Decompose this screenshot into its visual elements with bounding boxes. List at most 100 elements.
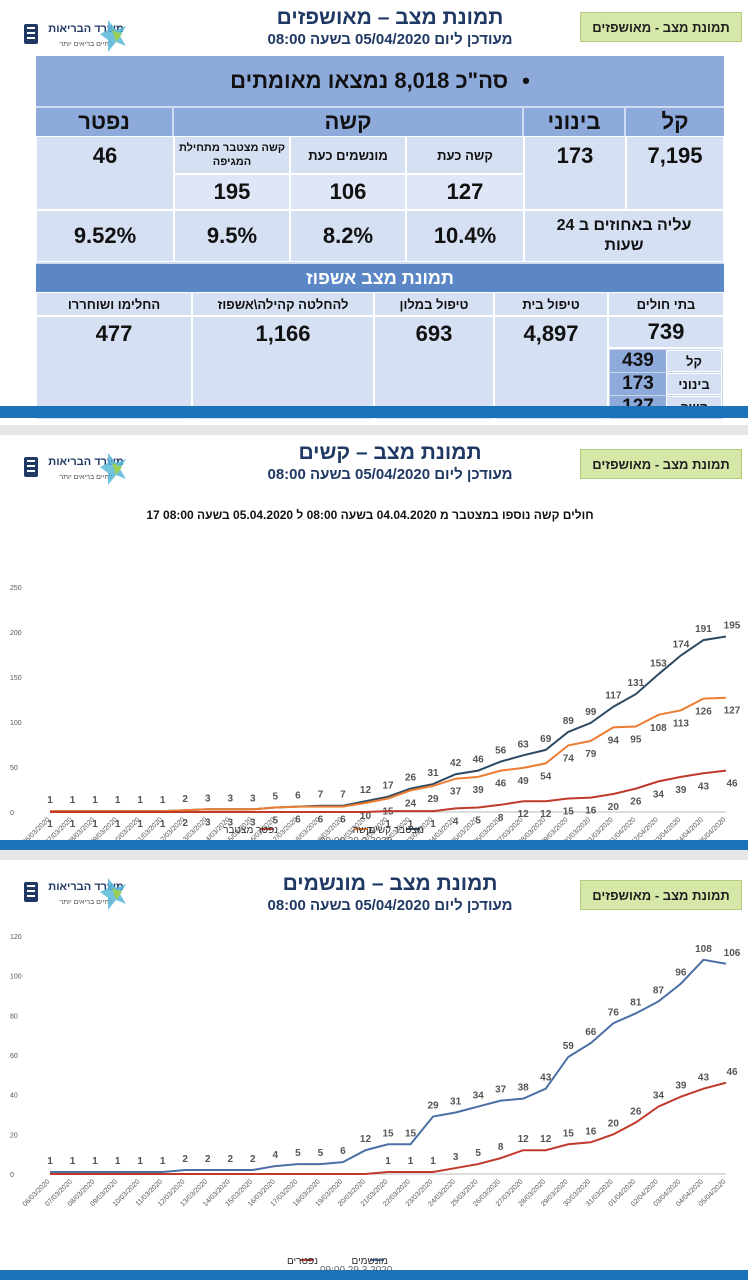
total-confirmed-row: • סה"כ 8,018 נמצאו מאומתים <box>36 56 724 106</box>
hosp-value-home: 4,897 <box>494 316 608 420</box>
series-line <box>50 696 727 813</box>
data-label: 15 <box>563 807 575 818</box>
data-label: 12 <box>360 1134 372 1145</box>
data-label: 2 <box>182 794 188 805</box>
y-tick-label: 0 <box>10 810 14 817</box>
data-label: 96 <box>675 968 687 979</box>
y-tick-label: 250 <box>10 585 22 592</box>
ministry-logo: משרד הבריאות לחיים בריאים יותר <box>20 14 130 58</box>
rise-ventilated-now: 8.2% <box>290 210 406 262</box>
data-label: 16 <box>585 1126 597 1137</box>
data-label: 34 <box>653 1091 665 1102</box>
hosp-value-recovered: 477 <box>36 316 192 420</box>
data-label: 3 <box>205 817 211 828</box>
data-label: 1 <box>92 795 98 806</box>
hosp-header-hotel: טיפול במלון <box>374 292 494 316</box>
subheader-ventilated-now: מונשמים כעת <box>290 136 406 174</box>
data-label: 94 <box>608 735 620 746</box>
data-label: 29 <box>428 794 440 805</box>
y-tick-label: 100 <box>10 720 22 727</box>
value-severe-now: 127 <box>406 174 524 210</box>
hosp-header-recovered: החלימו ושוחררו <box>36 292 192 316</box>
data-label: 117 <box>605 691 622 702</box>
data-label: 37 <box>450 787 462 798</box>
data-label: 12 <box>518 1134 530 1145</box>
data-label: 1 <box>137 795 143 806</box>
value-mild: 7,195 <box>626 136 724 210</box>
legend-label: מצטבר קשים <box>369 825 424 836</box>
section-badge: תמונת מצב - מאושפזים <box>580 449 742 479</box>
data-label: 42 <box>450 758 462 769</box>
data-label: 56 <box>495 746 507 757</box>
data-label: 3 <box>250 793 256 804</box>
data-label: 3 <box>250 817 256 828</box>
data-label: 1 <box>137 819 143 830</box>
data-label: 34 <box>473 1091 485 1102</box>
slide-severe-chart: משרד הבריאות לחיים בריאים יותר תמונת מצב… <box>0 435 748 850</box>
data-label: 5 <box>475 816 481 827</box>
ministry-logo: משרד הבריאות לחיים בריאים יותר <box>20 872 130 916</box>
rise-died: 9.52% <box>36 210 174 262</box>
data-label: 81 <box>630 997 642 1008</box>
data-label: 1 <box>160 1156 166 1167</box>
rise-label: עליה באחוזים ב 24 שעות <box>524 210 724 262</box>
data-label: 59 <box>563 1041 575 1052</box>
data-label: 1 <box>385 1156 391 1167</box>
data-label: 46 <box>495 779 507 790</box>
data-label: 2 <box>182 818 188 829</box>
header-moderate: בינוני <box>524 108 624 136</box>
data-label: 1 <box>430 1156 436 1167</box>
data-label: 10 <box>360 811 372 822</box>
data-label: 6 <box>295 815 301 826</box>
hospitalization-title: תמונת מצב אשפוז <box>36 264 724 292</box>
hosp-value-hospitals: 739 <box>608 316 724 348</box>
data-label: 15 <box>405 1128 417 1139</box>
y-tick-label: 60 <box>10 1053 18 1060</box>
data-label: 5 <box>273 816 279 827</box>
chart-title: חולים קשה נוספו במצטבר מ 04.04.2020 בשעה… <box>146 508 593 522</box>
data-label: 5 <box>475 1148 481 1159</box>
data-label: 108 <box>695 944 712 955</box>
data-label: 4 <box>273 1150 279 1161</box>
data-label: 5 <box>318 1148 324 1159</box>
rise-severe-cumulative: 9.5% <box>174 210 290 262</box>
data-label: 76 <box>608 1007 620 1018</box>
section-badge: תמונת מצב - מאושפזים <box>580 880 742 910</box>
data-label: 1 <box>70 819 76 830</box>
y-tick-label: 100 <box>10 974 22 981</box>
y-tick-label: 50 <box>10 765 18 772</box>
data-label: 1 <box>47 819 53 830</box>
data-label: 1 <box>160 795 166 806</box>
data-label: 26 <box>630 1106 642 1117</box>
svg-text:לחיים בריאים יותר: לחיים בריאים יותר <box>59 40 112 48</box>
page-title: תמונת מצב – מונשמים מעודכן ליום 05/04/20… <box>267 872 513 914</box>
data-label: 43 <box>540 1073 552 1084</box>
data-label: 6 <box>318 815 324 826</box>
data-label: 1 <box>385 819 391 830</box>
data-label: 43 <box>698 1073 710 1084</box>
data-label: 39 <box>473 785 485 796</box>
data-label: 79 <box>585 749 597 760</box>
data-label: 17 <box>382 781 394 792</box>
data-label: 74 <box>563 753 575 764</box>
header-died: נפטר <box>36 108 172 136</box>
data-label: 39 <box>675 1081 687 1092</box>
data-label: 1 <box>92 1156 98 1167</box>
data-label: 2 <box>205 1154 211 1165</box>
legend-label: מונשמים <box>351 1256 388 1267</box>
data-label: 16 <box>585 806 597 817</box>
data-label: 26 <box>630 797 642 808</box>
data-label: 20 <box>608 802 620 813</box>
data-label: 12 <box>540 809 552 820</box>
series-line <box>50 1081 727 1175</box>
data-label: 7 <box>340 790 346 801</box>
page-title: תמונת מצב – קשים מעודכן ליום 05/04/2020 … <box>267 441 513 483</box>
data-label: 3 <box>227 793 233 804</box>
hosp-value-hotel: 693 <box>374 316 494 420</box>
data-label: 29 <box>428 1100 440 1111</box>
header-mild: קל <box>626 108 724 136</box>
data-label: 1 <box>115 819 121 830</box>
legend-label: נפטרים <box>287 1256 318 1267</box>
breakdown-label-moderate: בינוני <box>666 373 722 395</box>
data-label: 126 <box>695 707 712 718</box>
